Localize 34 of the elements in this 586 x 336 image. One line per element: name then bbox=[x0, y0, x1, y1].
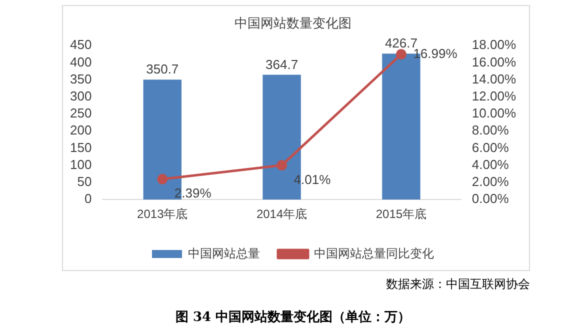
y-tick-label: 50 bbox=[77, 174, 92, 190]
y2-tick-label: 8.00% bbox=[472, 122, 510, 138]
y2-tick-label: 0.00% bbox=[472, 191, 510, 206]
point bbox=[157, 174, 168, 184]
caption: 图 34 中国网站数量变化图（单位：万） bbox=[174, 308, 412, 326]
data-label: 364.7 bbox=[266, 56, 298, 72]
y2-tick-label: 2.00% bbox=[472, 174, 510, 190]
y2-tick-label: 18.00% bbox=[472, 37, 516, 52]
y-tick-label: 100 bbox=[70, 156, 92, 172]
y2-tick-label: 14.00% bbox=[472, 71, 516, 86]
y-tick-label: 0 bbox=[84, 191, 92, 206]
chart-title: 中国网站数量变化图 bbox=[234, 15, 352, 30]
y2-tick-label: 10.00% bbox=[472, 106, 516, 121]
data-label: 350.7 bbox=[146, 62, 179, 77]
y2-tick-label: 12.00% bbox=[472, 88, 516, 104]
y2-tick-label: 4.00% bbox=[472, 156, 510, 172]
x-tick-label: 2015年底 bbox=[376, 207, 427, 222]
y-tick-label: 200 bbox=[70, 122, 92, 138]
y-tick-label: 450 bbox=[70, 37, 92, 52]
data-label: 16.99% bbox=[413, 46, 458, 61]
point bbox=[396, 48, 406, 60]
x-tick-label: 2014年底 bbox=[256, 207, 308, 222]
point bbox=[276, 160, 288, 171]
y2-tick-label: 16.00% bbox=[472, 54, 516, 70]
y-tick-label: 300 bbox=[70, 88, 92, 104]
source-note: 数据来源：中国互联网协会 bbox=[386, 276, 530, 293]
y2-tick-label: 6.00% bbox=[472, 140, 510, 155]
legend-label: 中国网站总量同比变化 bbox=[314, 246, 434, 260]
y-tick-label: 150 bbox=[70, 140, 92, 155]
y-tick-label: 350 bbox=[70, 71, 92, 86]
legend-label: 中国网站总量 bbox=[188, 246, 260, 260]
y-tick-label: 250 bbox=[70, 106, 92, 121]
x-tick-label: 2013年底 bbox=[137, 207, 188, 222]
y-tick-label: 400 bbox=[70, 54, 92, 70]
